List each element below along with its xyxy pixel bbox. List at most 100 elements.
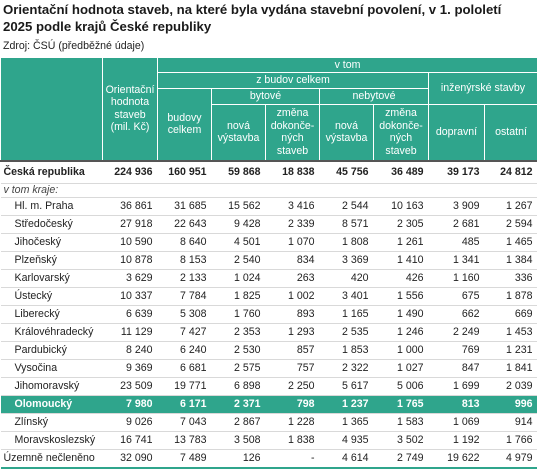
table-cell: 857 [266,341,320,359]
table-cell: 1 070 [266,233,320,251]
table-cell: 5 006 [374,377,429,395]
table-footer: Územně nečleněno 32 090 7 489 126 - 4 61… [1,449,537,468]
header-ostatni: ostatní [485,105,537,161]
table-cell: 1 760 [212,305,266,323]
table-cell: 1 160 [429,269,485,287]
table-cell: 1 838 [266,431,320,449]
source-note: Zdroj: ČSÚ (předběžné údaje) [3,40,144,52]
table-cell: 3 508 [212,431,266,449]
table-cell: - [266,449,320,468]
subheader-label: v tom kraje: [1,183,537,197]
table-cell: 7 489 [158,449,212,468]
table-cell: 6 639 [103,305,158,323]
header-v-tom: v tom [158,58,537,73]
row-label: Královéhradecký [1,323,103,341]
table-cell: 1 410 [374,251,429,269]
table-cell: 126 [212,449,266,468]
table-cell: 3 369 [320,251,374,269]
table-cell: 10 590 [103,233,158,251]
table-body: Česká republika 224 936 160 951 59 868 1… [1,161,537,198]
table-cell: 1 024 [212,269,266,287]
row-label: Hl. m. Praha [1,197,103,215]
table-cell: 8 153 [158,251,212,269]
table-cell: 675 [429,287,485,305]
table-cell: 1 699 [429,377,485,395]
table-cell: 24 812 [485,161,537,184]
table-cell: 1 231 [485,341,537,359]
table-row-total: Česká republika 224 936 160 951 59 868 1… [1,161,537,184]
row-label: Ústecký [1,287,103,305]
table-cell: 1 490 [374,305,429,323]
table-cell: 2 249 [429,323,485,341]
row-label: Pardubický [1,341,103,359]
row-label: Liberecký [1,305,103,323]
table-cell: 2 322 [320,359,374,377]
table-cell: 2 305 [374,215,429,233]
table-cell: 1 766 [485,431,537,449]
table-cell: 7 784 [158,287,212,305]
table-cell: 2 575 [212,359,266,377]
table-cell: 22 643 [158,215,212,233]
table-cell: 798 [266,395,320,413]
header-orientacni-hodnota: Orientační hodnota staveb (mil. Kč) [103,58,158,161]
table-cell: 4 935 [320,431,374,449]
row-label: Olomoucký [1,395,103,413]
page-title: Orientační hodnota staveb, na které byla… [3,2,533,35]
table-cell: 1 069 [429,413,485,431]
table-cell: 420 [320,269,374,287]
table-cell: 769 [429,341,485,359]
header-bytove-nova-vystavba: nová výstavba [212,105,266,161]
table-cell: 8 240 [103,341,158,359]
table-subheader-row: v tom kraje: [1,183,537,197]
table-cell: 3 416 [266,197,320,215]
table-cell: 1 267 [485,197,537,215]
header-nebytove: nebytové [320,89,429,105]
table-cell: 4 979 [485,449,537,468]
table-cell: 10 878 [103,251,158,269]
table-cell: 6 171 [158,395,212,413]
table-cell: 6 681 [158,359,212,377]
table-cell: 1 341 [429,251,485,269]
table-cell: 5 308 [158,305,212,323]
table-cell: 1 165 [320,305,374,323]
table-cell: 2 339 [266,215,320,233]
header-nebytove-zmena: změna dokonče- ných staveb [374,105,429,161]
table-cell: 32 090 [103,449,158,468]
table-cell: 4 614 [320,449,374,468]
row-label: Vysočina [1,359,103,377]
table-cell: 9 369 [103,359,158,377]
table-cell: 1 293 [266,323,320,341]
table-cell: 15 562 [212,197,266,215]
row-label: Jihomoravský [1,377,103,395]
data-table: Orientační hodnota staveb (mil. Kč) v to… [0,57,537,469]
table-cell: 31 685 [158,197,212,215]
table-cell: 834 [266,251,320,269]
table-cell: 2 371 [212,395,266,413]
table-cell: 914 [485,413,537,431]
row-label: Česká republika [1,161,103,184]
table-cell: 2 250 [266,377,320,395]
table-cell: 1 841 [485,359,537,377]
table-cell: 39 173 [429,161,485,184]
table-row-unassigned: Územně nečleněno 32 090 7 489 126 - 4 61… [1,449,537,468]
table-cell: 36 861 [103,197,158,215]
row-label: Moravskoslezský [1,431,103,449]
table-cell: 2 039 [485,377,537,395]
table-cell: 9 428 [212,215,266,233]
table-cell: 1 808 [320,233,374,251]
table-cell: 23 509 [103,377,158,395]
row-label: Karlovarský [1,269,103,287]
table-cell: 2 535 [320,323,374,341]
table-cell: 59 868 [212,161,266,184]
table-cell: 1 261 [374,233,429,251]
table-cell: 2 540 [212,251,266,269]
table-cell: 1 002 [266,287,320,305]
table-cell: 2 867 [212,413,266,431]
table-cell: 224 936 [103,161,158,184]
